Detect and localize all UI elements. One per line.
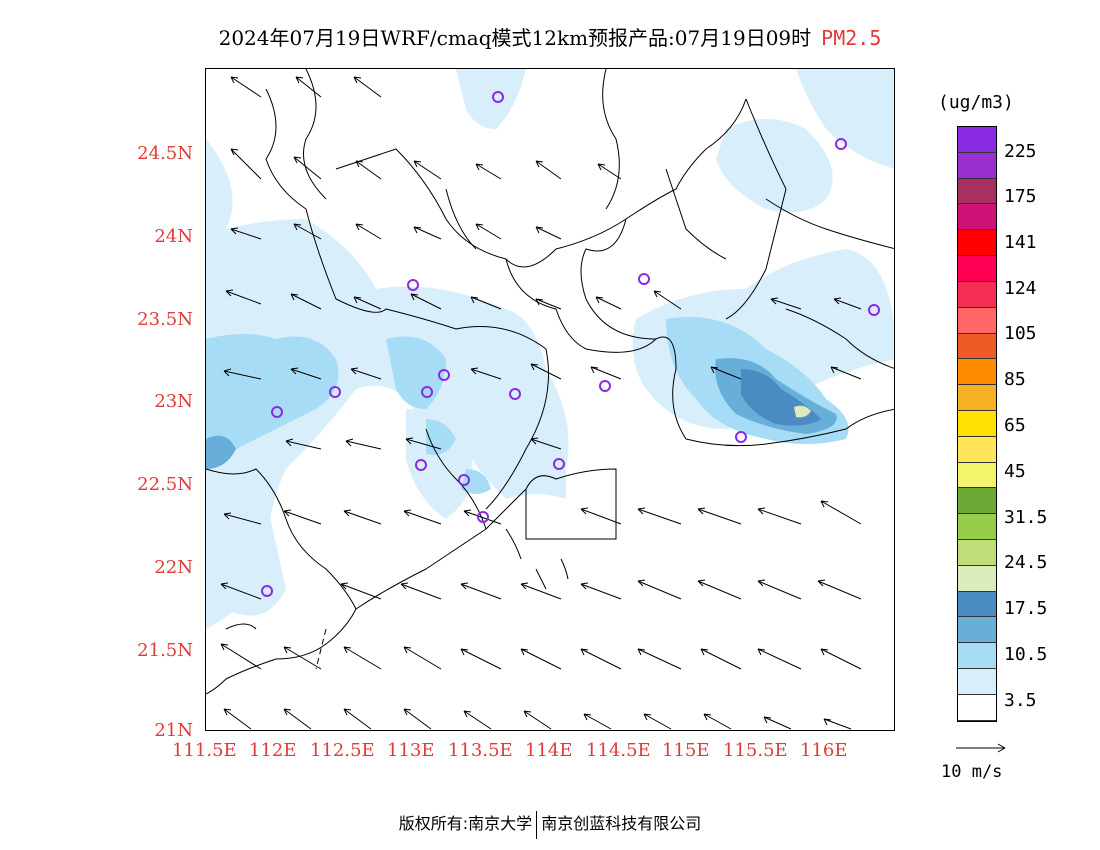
color-bar-swatch <box>958 385 996 411</box>
color-bar-swatch <box>958 230 996 257</box>
legend-label: 10.5 <box>1004 644 1048 665</box>
legend-label: 17.5 <box>1004 598 1048 619</box>
lon-label: 114E <box>525 740 573 761</box>
color-bar-swatch <box>958 540 996 566</box>
lat-label: 24N <box>154 226 193 247</box>
legend-label: 105 <box>1004 323 1037 344</box>
reference-vector-label: 10 m/s <box>941 762 1003 782</box>
lat-label: 24.5N <box>137 143 193 164</box>
legend-label: 124 <box>1004 278 1037 299</box>
station-markers <box>261 91 880 597</box>
color-bar-swatch <box>958 333 996 360</box>
legend-label: 225 <box>1004 141 1037 162</box>
color-bar-swatch <box>958 591 996 618</box>
legend-label: 31.5 <box>1004 507 1048 528</box>
lon-label: 115.5E <box>723 740 788 761</box>
color-bar-swatch <box>958 514 996 540</box>
legend-unit: (ug/m3) <box>938 92 1014 113</box>
legend-label: 85 <box>1004 369 1026 390</box>
lat-label: 23N <box>154 391 193 412</box>
legend-label: 45 <box>1004 461 1026 482</box>
map-title: 2024年07月19日WRF/cmaq模式12km预报产品:07月19日09时 P… <box>0 22 1100 51</box>
color-bar-swatch <box>958 694 996 721</box>
reference-vector-icon <box>956 743 1006 753</box>
color-bar-swatch <box>958 436 996 463</box>
boundary-lines <box>206 69 894 695</box>
map-panel <box>205 68 895 731</box>
lon-label: 113E <box>387 740 435 761</box>
color-bar-swatch <box>958 643 996 670</box>
wind-vectors <box>220 76 862 730</box>
title-main: 2024年07月19日WRF/cmaq模式12km预报产品:07月19日09时 <box>218 26 812 50</box>
lat-label: 23.5N <box>137 309 193 330</box>
lon-label: 116E <box>800 740 848 761</box>
color-bar-swatch <box>958 565 996 592</box>
color-bar-swatch <box>958 127 996 153</box>
color-bar <box>957 126 997 722</box>
color-bar-swatch <box>958 281 996 308</box>
legend-label: 24.5 <box>1004 552 1048 573</box>
color-bar-swatch <box>958 359 996 386</box>
legend-label: 65 <box>1004 415 1026 436</box>
color-bar-swatch <box>958 256 996 282</box>
color-bar-swatch <box>958 410 996 437</box>
map-canvas <box>206 69 894 730</box>
copyright-right: 南京创蓝科技有限公司 <box>541 814 702 833</box>
color-bar-swatch <box>958 178 996 205</box>
lon-label: 112.5E <box>310 740 375 761</box>
color-bar-swatch <box>958 462 996 489</box>
color-bar-swatch <box>958 152 996 179</box>
color-bar-swatch <box>958 204 996 231</box>
title-variable: PM2.5 <box>821 26 882 50</box>
color-bar-swatch <box>958 617 996 644</box>
pm25-shading <box>206 69 894 629</box>
lon-label: 112E <box>249 740 297 761</box>
lon-label: 111.5E <box>172 740 237 761</box>
lat-label: 22.5N <box>137 474 193 495</box>
lat-label: 22N <box>154 557 193 578</box>
lon-label: 113.5E <box>448 740 513 761</box>
footer-divider <box>536 810 538 839</box>
copyright-left: 版权所有:南京大学 <box>398 814 533 833</box>
legend-label: 175 <box>1004 186 1037 207</box>
lat-label: 21N <box>154 720 193 741</box>
color-bar-swatch <box>958 488 996 515</box>
color-bar-swatch <box>958 307 996 334</box>
lon-label: 114.5E <box>586 740 651 761</box>
legend-label: 141 <box>1004 232 1037 253</box>
color-bar-swatch <box>958 669 996 695</box>
legend-label: 3.5 <box>1004 690 1037 711</box>
lon-label: 115E <box>662 740 710 761</box>
copyright-footer: 版权所有:南京大学 南京创蓝科技有限公司 <box>0 810 1100 839</box>
lat-label: 21.5N <box>137 640 193 661</box>
